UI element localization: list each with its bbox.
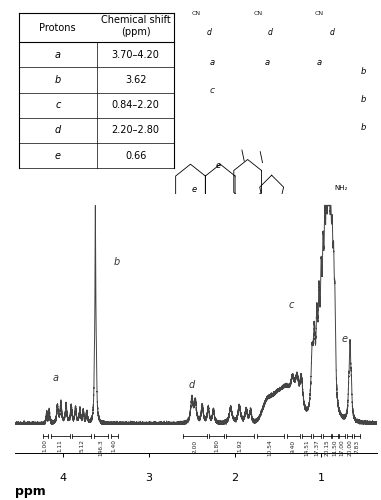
Text: c: c: [55, 100, 61, 110]
Text: a: a: [264, 58, 269, 67]
Text: CN: CN: [253, 11, 262, 16]
Text: 20.15: 20.15: [324, 440, 329, 456]
Text: a: a: [53, 372, 59, 382]
Text: 0.84–2.20: 0.84–2.20: [112, 100, 160, 110]
Text: a: a: [317, 58, 322, 67]
Text: d: d: [268, 28, 273, 37]
Text: 17.00: 17.00: [340, 440, 345, 456]
Text: 0.66: 0.66: [125, 150, 146, 160]
Text: 3.70–4.20: 3.70–4.20: [112, 50, 160, 59]
Text: 7.83: 7.83: [354, 440, 359, 452]
Text: c: c: [288, 300, 294, 310]
X-axis label: ppm: ppm: [15, 484, 46, 498]
Text: 146.3: 146.3: [98, 440, 104, 456]
Text: 2.20–2.80: 2.20–2.80: [112, 126, 160, 136]
Text: e: e: [55, 150, 61, 160]
Text: b: b: [361, 68, 367, 76]
Text: 5.12: 5.12: [79, 440, 84, 452]
Text: 10.54: 10.54: [268, 440, 273, 456]
Text: 1.92: 1.92: [238, 440, 243, 452]
Text: b: b: [54, 75, 61, 85]
Text: e: e: [192, 185, 197, 194]
Text: 2.00: 2.00: [192, 440, 197, 452]
Text: d: d: [189, 380, 195, 390]
Text: 20.00: 20.00: [347, 440, 352, 456]
Text: b: b: [361, 96, 367, 104]
Text: 1.80: 1.80: [214, 440, 219, 452]
Text: 1.11: 1.11: [58, 440, 62, 452]
Text: e: e: [342, 334, 348, 344]
Text: d: d: [207, 28, 211, 37]
Text: a: a: [55, 50, 61, 59]
Text: b: b: [114, 256, 120, 266]
Text: a: a: [210, 58, 215, 67]
Text: b: b: [361, 124, 367, 132]
Text: 11.50: 11.50: [333, 440, 338, 456]
Text: Protons: Protons: [40, 22, 76, 32]
Text: e: e: [215, 161, 221, 170]
Text: 3.62: 3.62: [125, 75, 146, 85]
Text: 1.00: 1.00: [43, 440, 48, 452]
Text: 14.51: 14.51: [304, 440, 309, 456]
Text: 1.40: 1.40: [112, 440, 117, 452]
Text: CN: CN: [192, 11, 201, 16]
Text: Chemical shift
(ppm): Chemical shift (ppm): [101, 16, 170, 37]
Text: d: d: [54, 126, 61, 136]
Text: c: c: [210, 86, 215, 95]
Text: NH₂: NH₂: [334, 185, 348, 191]
Text: CN: CN: [315, 11, 324, 16]
Text: 9.40: 9.40: [291, 440, 296, 452]
Text: 17.37: 17.37: [314, 440, 319, 456]
Text: d: d: [330, 28, 335, 37]
